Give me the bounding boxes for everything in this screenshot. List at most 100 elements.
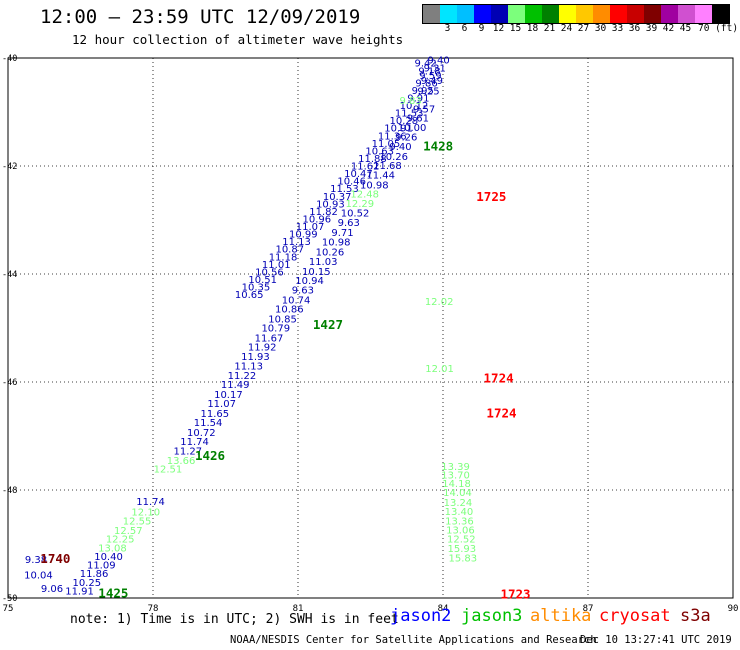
chart-subtitle: 12 hour collection of altimeter wave hei… — [72, 32, 404, 47]
wave-height-point: 11.09 — [87, 561, 116, 572]
wave-height-point: 11.93 — [241, 352, 270, 363]
plot-frame — [7, 57, 734, 599]
x-tick-label: 75 — [3, 604, 14, 614]
legend-swatch — [508, 5, 525, 23]
legend-label: 15 — [509, 23, 522, 34]
wave-height-point: 11.44 — [366, 171, 395, 182]
wave-height-point: 10.35 — [242, 283, 271, 294]
wave-height-point: 12.01 — [425, 364, 454, 375]
wave-height-point: 10.72 — [187, 428, 216, 439]
wave-height-point: 13.39 — [441, 462, 470, 473]
satellite-legend-jason2: jason2 — [390, 606, 452, 626]
wave-height-point: 9.61 — [407, 113, 429, 124]
wave-height-point: 11.62 — [351, 162, 380, 173]
wave-height-point: 9.40 — [428, 56, 450, 67]
wave-height-point: 11.27 — [173, 447, 202, 458]
wave-height-point: 12.55 — [123, 516, 152, 527]
generated-timestamp: Dec 10 13:27:41 UTC 2019 — [580, 634, 732, 646]
wave-height-point: 13.24 — [444, 498, 473, 509]
satellite-legend-altika: altika — [530, 606, 592, 626]
wave-height-point: 11.92 — [248, 342, 277, 353]
y-tick-label: -40 — [2, 54, 17, 64]
wave-height-point: 10.46 — [337, 177, 366, 188]
legend-swatch — [423, 5, 440, 23]
wave-height-point: 10.91 — [384, 124, 413, 135]
legend-swatch — [627, 5, 644, 23]
wave-height-point: 12.57 — [114, 526, 143, 537]
legend-label: 3 — [444, 23, 451, 34]
legend-label: 18 — [526, 23, 539, 34]
wave-height-point: 10.63 — [365, 146, 394, 157]
legend-label: 21 — [543, 23, 556, 34]
wave-height-point: 11.07 — [207, 399, 236, 410]
wave-height-point: 11.54 — [194, 418, 223, 429]
footer-note: note: 1) Time is in UTC; 2) SWH is in fe… — [70, 612, 399, 627]
wave-height-point: 11.22 — [228, 371, 257, 382]
wave-height-point: 9.95 — [412, 86, 434, 97]
satellite-legend-jason3: jason3 — [461, 606, 523, 626]
wave-height-point: 10.51 — [248, 275, 277, 286]
wave-height-point: 10.37 — [323, 192, 352, 203]
wave-height-point: 10.65 — [235, 290, 264, 301]
wave-height-point: 10.12 — [400, 101, 429, 112]
pass-time-label: 1723 — [500, 586, 530, 601]
pass-time-label: 1740 — [40, 551, 70, 566]
legend-swatch — [644, 5, 661, 23]
wave-height-point: 13.66 — [167, 456, 196, 467]
legend-label: 39 — [645, 23, 658, 34]
wave-height-point: 9.83 — [399, 96, 421, 107]
legend-swatch — [576, 5, 593, 23]
wave-height-point: 9.40 — [389, 142, 411, 153]
wave-height-point: 10.15 — [302, 267, 331, 278]
wave-height-point: 11.67 — [255, 333, 284, 344]
pass-time-label: 1724 — [486, 405, 516, 420]
legend-swatch — [542, 5, 559, 23]
wave-height-point: 11.13 — [282, 237, 311, 248]
wave-height-point: 10.52 — [341, 209, 370, 220]
wave-height-point: 10.99 — [289, 230, 318, 241]
legend-label: 30 — [594, 23, 607, 34]
wave-height-point: 9.49 — [421, 76, 443, 87]
wave-height-point: 9.57 — [413, 104, 435, 115]
wave-height-point: 10.40 — [94, 552, 123, 563]
wave-height-point: 10.86 — [275, 305, 304, 316]
wave-height-point: 10.26 — [316, 247, 345, 258]
wave-height-point: 11.13 — [234, 361, 263, 372]
wave-height-point: 15.83 — [448, 554, 477, 565]
wave-height-point: 10.74 — [282, 295, 311, 306]
wave-height-point: 9.31 — [424, 63, 446, 74]
legend-label: 70 (ft) — [698, 23, 739, 34]
wave-height-point: 12.10 — [131, 508, 160, 519]
pass-time-label: 1426 — [195, 448, 225, 463]
y-tick-label: -50 — [2, 594, 17, 604]
y-tick-label: -44 — [2, 270, 17, 280]
legend-label: 33 — [611, 23, 624, 34]
wave-height-point: 12.25 — [106, 535, 135, 546]
wave-height-point: 9.26 — [395, 132, 417, 143]
wave-height-point: 10.98 — [360, 180, 389, 191]
wave-height-point: 11.86 — [80, 569, 109, 580]
wave-height-point: 11.49 — [221, 380, 250, 391]
wave-height-point: 10.26 — [379, 152, 408, 163]
legend-swatch — [661, 5, 678, 23]
x-tick-label: 90 — [728, 604, 739, 614]
satellite-legend-s3a: s3a — [680, 606, 711, 626]
legend-label: 27 — [577, 23, 590, 34]
wave-height-point: 13.40 — [445, 507, 474, 518]
pass-time-label: 1724 — [484, 370, 514, 385]
color-scale-legend — [422, 4, 730, 24]
x-tick-label: 84 — [438, 604, 449, 614]
wave-height-point: 9.71 — [331, 228, 353, 239]
x-tick-label: 78 — [148, 604, 159, 614]
wave-height-point: 10.56 — [255, 267, 284, 278]
wave-height-point: 12.29 — [346, 199, 375, 210]
wave-height-point: 11.68 — [373, 161, 402, 172]
legend-swatch — [593, 5, 610, 23]
wave-height-point: 12.02 — [425, 297, 454, 308]
wave-height-point: 10.96 — [303, 214, 332, 225]
legend-swatch — [695, 5, 712, 23]
pass-time-label: 1425 — [98, 586, 128, 601]
wave-height-point: 9.63 — [338, 218, 360, 229]
legend-swatch — [712, 5, 729, 23]
